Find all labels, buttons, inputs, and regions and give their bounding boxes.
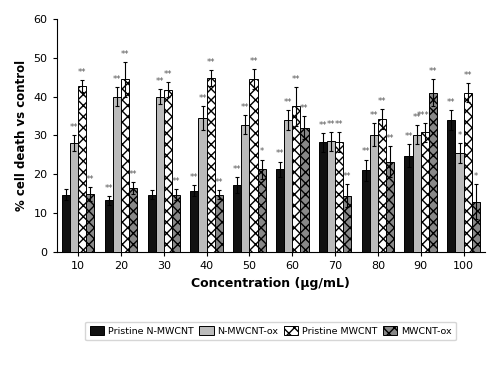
Text: **: ** [327,119,336,128]
Text: **: ** [121,50,130,59]
Bar [456,153,464,252]
Text: **: ** [86,175,94,184]
Text: **: ** [404,132,413,141]
Bar [343,196,351,252]
Bar [78,86,86,252]
Text: *: * [458,131,462,140]
Bar [129,188,137,252]
Text: **: ** [276,149,284,158]
Text: ****: **** [416,111,434,119]
Bar [86,194,94,252]
Bar [292,106,300,252]
Bar [284,120,292,252]
Text: **: ** [112,75,121,84]
Text: **: ** [70,124,78,132]
Bar [258,169,266,252]
Text: **: ** [214,178,223,187]
Bar [276,169,284,252]
Bar [472,202,480,252]
Text: **: ** [386,134,394,143]
Text: *: * [474,172,478,181]
Bar [464,93,471,252]
Bar [148,194,156,252]
Bar [362,171,370,252]
Text: **: ** [300,104,308,113]
Text: **: ** [233,165,241,174]
Bar [335,142,343,252]
Text: **: ** [428,67,437,76]
Text: **: ** [464,71,472,80]
Text: **: ** [206,58,215,67]
Text: **: ** [250,57,258,66]
Bar [62,194,70,252]
Text: **: ** [370,111,378,120]
Text: **: ** [156,77,164,86]
Text: **: ** [343,172,351,181]
Text: **: ** [172,177,180,186]
Bar [233,185,241,252]
Bar [214,194,223,252]
Text: **: ** [78,68,86,77]
X-axis label: Concentration (μg/mL): Concentration (μg/mL) [192,277,350,290]
Bar [327,141,335,252]
Text: **: ** [412,113,421,122]
Bar [448,120,456,252]
Bar [412,135,421,252]
Text: **: ** [378,97,386,106]
Y-axis label: % cell death vs control: % cell death vs control [15,60,28,211]
Bar [386,162,394,252]
Text: **: ** [362,147,370,157]
Bar [242,125,250,252]
Bar [198,118,206,252]
Text: **: ** [335,120,344,129]
Bar [206,78,214,252]
Text: **: ** [241,103,250,112]
Bar [104,200,113,252]
Text: **: ** [104,183,113,193]
Bar [250,79,258,252]
Bar [172,194,180,252]
Bar [378,119,386,252]
Bar [121,79,129,252]
Bar [156,97,164,252]
Bar [404,156,412,252]
Bar [70,143,78,252]
Text: **: ** [284,98,292,107]
Bar [319,143,327,252]
Text: *: * [260,147,264,157]
Text: **: ** [190,173,198,182]
Bar [429,93,437,252]
Text: **: ** [198,94,207,103]
Legend: Pristine N-MWCNT, N-MWCNT-ox, Pristine MWCNT, MWCNT-ox: Pristine N-MWCNT, N-MWCNT-ox, Pristine M… [86,321,456,340]
Text: **: ** [129,170,138,179]
Bar [164,90,172,252]
Bar [113,97,121,252]
Bar [421,132,429,252]
Text: **: ** [447,98,456,107]
Bar [370,135,378,252]
Text: **: ** [164,70,172,79]
Bar [300,128,308,252]
Bar [190,191,198,252]
Text: **: ** [292,75,300,84]
Text: **: ** [318,121,327,130]
